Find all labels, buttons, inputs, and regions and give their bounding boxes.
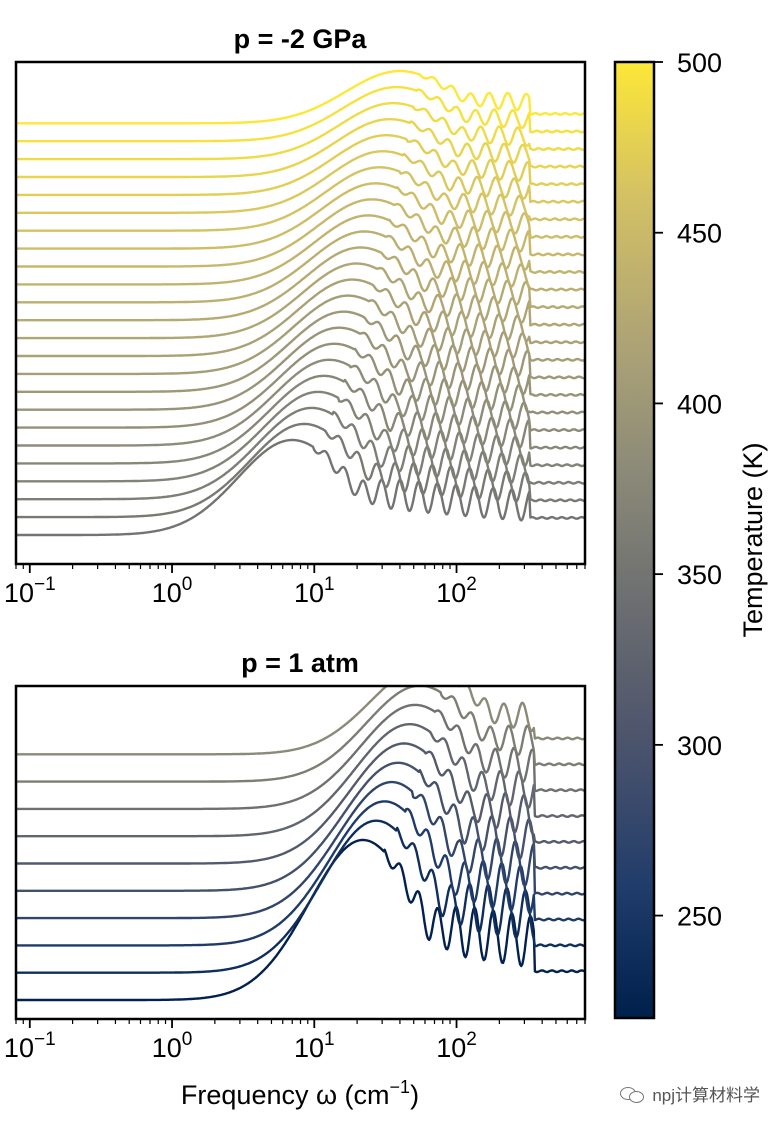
bottom-curves [16, 686, 585, 1002]
x-tick-label: 10−1 [4, 574, 56, 608]
spectrum-line [16, 686, 585, 756]
colorbar-tick-label: 300 [677, 731, 722, 761]
spectrum-line [16, 85, 585, 143]
spectrum-line [16, 262, 585, 340]
top-panel-title: p = -2 GPa [234, 24, 368, 54]
x-tick-label: 100 [152, 1029, 193, 1063]
colorbar-tick-label: 450 [677, 219, 722, 249]
spectrum-line [16, 230, 585, 304]
watermark-text: npj计算材料学 [652, 1086, 760, 1105]
top-curves [16, 69, 585, 537]
watermark: npj计算材料学 [620, 1081, 760, 1106]
spectrum-line [16, 326, 585, 411]
spectrum-line [16, 800, 585, 947]
x-axis-label: Frequency ω (cm−1) [181, 1077, 419, 1110]
x-tick-label: 102 [436, 574, 477, 608]
spectrum-line [16, 182, 585, 250]
spectrum-line [16, 198, 585, 268]
colorbar-label: Temperature (K) [738, 442, 768, 637]
colorbar-tick-label: 350 [677, 560, 722, 590]
spectrum-line [16, 342, 585, 429]
spectrum-line [16, 390, 585, 483]
spectrum-line [16, 133, 585, 197]
spectrum-line [16, 703, 585, 811]
spectrum-line [16, 278, 585, 358]
spectrum-line [16, 819, 585, 974]
spectrum-line [16, 686, 585, 783]
spectrum-line [16, 374, 585, 465]
colorbar [613, 60, 656, 1020]
x-tick-label: 101 [294, 1029, 335, 1063]
x-tick-label: 102 [436, 1029, 477, 1063]
bottom-x-ticks: 10−1 100 101 102 [4, 1019, 586, 1063]
colorbar-tick-label: 250 [677, 902, 722, 932]
spectrum-line [16, 761, 585, 892]
colorbar-tick-label: 400 [677, 389, 722, 419]
spectrum-line [16, 358, 585, 447]
spectrum-line [16, 742, 585, 865]
x-tick-label: 101 [294, 574, 335, 608]
top-x-ticks: 10−1 100 101 102 [4, 564, 586, 608]
spectrum-line [16, 780, 585, 920]
spectrum-line [16, 117, 585, 179]
spectrum-line [16, 101, 585, 161]
spectrum-line [16, 214, 585, 286]
x-tick-label: 10−1 [4, 1029, 56, 1063]
wechat-icon [620, 1085, 646, 1103]
spectrum-line [16, 150, 585, 215]
spectrum-line [16, 166, 585, 232]
spectrum-line [16, 723, 585, 838]
bottom-panel-title: p = 1 atm [241, 648, 359, 678]
spectrum-line [16, 69, 585, 125]
spectrum-line [16, 406, 585, 501]
colorbar-tick-label: 500 [677, 48, 722, 78]
spectrum-line [16, 438, 585, 537]
x-tick-label: 100 [152, 574, 193, 608]
spectrum-line [16, 294, 585, 376]
colorbar-ticks: 250 300 350 400 450 500 [654, 48, 722, 932]
